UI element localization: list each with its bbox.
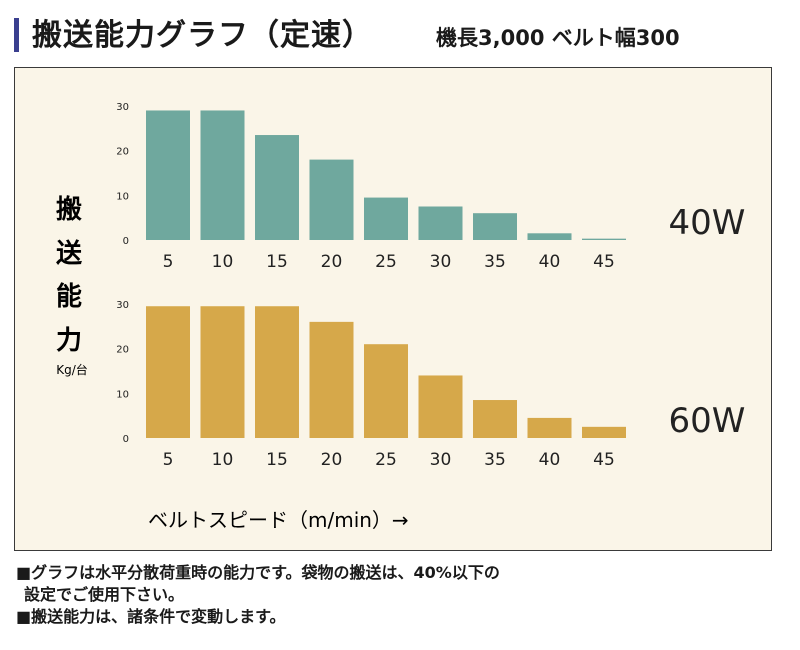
chart2-bar-5 xyxy=(146,306,190,438)
xlabel: ベルトスピード（m/min）→ xyxy=(148,508,409,532)
chart2-xtick-35: 35 xyxy=(484,450,506,470)
note-line-1-cont: 設定でご使用下さい。 xyxy=(24,585,185,604)
note-line-2: ■搬送能力は、諸条件で変動します。 xyxy=(16,607,286,626)
header: 搬送能力グラフ（定速） 機長3,000 ベルト幅300 xyxy=(14,14,784,58)
chart2-ytick-30: 30 xyxy=(116,300,129,311)
chart1-xtick-15: 15 xyxy=(266,252,288,272)
chart2-xtick-45: 45 xyxy=(593,450,615,470)
page-subtitle: 機長3,000 ベルト幅300 xyxy=(436,26,680,50)
chart2-xtick-5: 5 xyxy=(163,450,174,470)
chart2-ytick-10: 10 xyxy=(116,389,129,400)
ylabel-char-3: 能 xyxy=(56,281,82,312)
chart2-bar-10 xyxy=(200,306,245,438)
chart-panel: 搬 送 能 力 Kg/台 ベルトスピード（m/min）→ 0 10 20 30 5 10 1… xyxy=(14,67,772,551)
chart2-ytick-0: 0 xyxy=(123,434,129,445)
chart1-xtick-35: 35 xyxy=(484,252,506,272)
chart1-xtick-30: 30 xyxy=(430,252,452,272)
chart1-bar-20 xyxy=(309,159,354,240)
chart2-xtick-40: 40 xyxy=(539,450,561,470)
chart2-bar-20 xyxy=(309,321,354,438)
chart1-bar-45 xyxy=(582,238,626,240)
ylabel-char-2: 送 xyxy=(56,239,82,269)
chart1-ytick-30: 30 xyxy=(116,102,129,113)
ylabel-char-4: 力 xyxy=(56,326,82,356)
chart1-xtick-45: 45 xyxy=(593,252,615,272)
chart2-bar-40 xyxy=(527,417,572,438)
ylabel-unit: Kg/台 xyxy=(56,362,88,377)
ylabel-char-1: 搬 xyxy=(56,194,82,225)
chart1-xtick-20: 20 xyxy=(321,252,343,272)
page-title: 搬送能力グラフ（定速） xyxy=(32,18,373,53)
header-accent-bar xyxy=(14,18,19,52)
chart2-xtick-25: 25 xyxy=(375,450,397,470)
capacity-chart: 搬 送 能 力 Kg/台 ベルトスピード（m/min）→ 0 10 20 30 5 10 1… xyxy=(56,102,746,532)
chart1-xtick-40: 40 xyxy=(539,252,561,272)
chart1-xtick-5: 5 xyxy=(163,252,174,272)
chart1-series-label: 40W xyxy=(669,203,746,243)
chart2-bar-30 xyxy=(418,375,463,438)
chart2-bar-25 xyxy=(364,344,408,438)
chart1-xtick-25: 25 xyxy=(375,252,397,272)
chart2-series-label: 60W xyxy=(669,401,746,441)
chart1-ytick-0: 0 xyxy=(123,236,129,247)
chart2-bar-15 xyxy=(255,306,299,438)
chart1-bar-40 xyxy=(527,233,572,240)
chart1-bar-25 xyxy=(364,197,408,240)
chart1-bar-35 xyxy=(473,213,517,240)
chart2-ytick-20: 20 xyxy=(116,345,129,356)
chart2-xtick-15: 15 xyxy=(266,450,288,470)
chart2-xtick-30: 30 xyxy=(430,450,452,470)
chart1-bar-10 xyxy=(200,110,245,240)
chart2-xtick-10: 10 xyxy=(212,450,234,470)
chart1-bar-5 xyxy=(146,110,190,240)
chart2-bar-35 xyxy=(473,400,517,438)
chart2-bar-45 xyxy=(582,426,626,438)
chart1-ytick-10: 10 xyxy=(116,191,129,202)
chart2-xtick-20: 20 xyxy=(321,450,343,470)
notes: ■グラフは水平分散荷重時の能力です。袋物の搬送は、40%以下の 設定でご使用下さ… xyxy=(16,562,786,628)
chart1-ytick-20: 20 xyxy=(116,147,129,158)
chart1-xtick-10: 10 xyxy=(212,252,234,272)
chart1-bar-30 xyxy=(418,206,463,240)
chart1-bar-15 xyxy=(255,135,299,240)
note-line-1: ■グラフは水平分散荷重時の能力です。袋物の搬送は、40%以下の xyxy=(16,563,500,582)
